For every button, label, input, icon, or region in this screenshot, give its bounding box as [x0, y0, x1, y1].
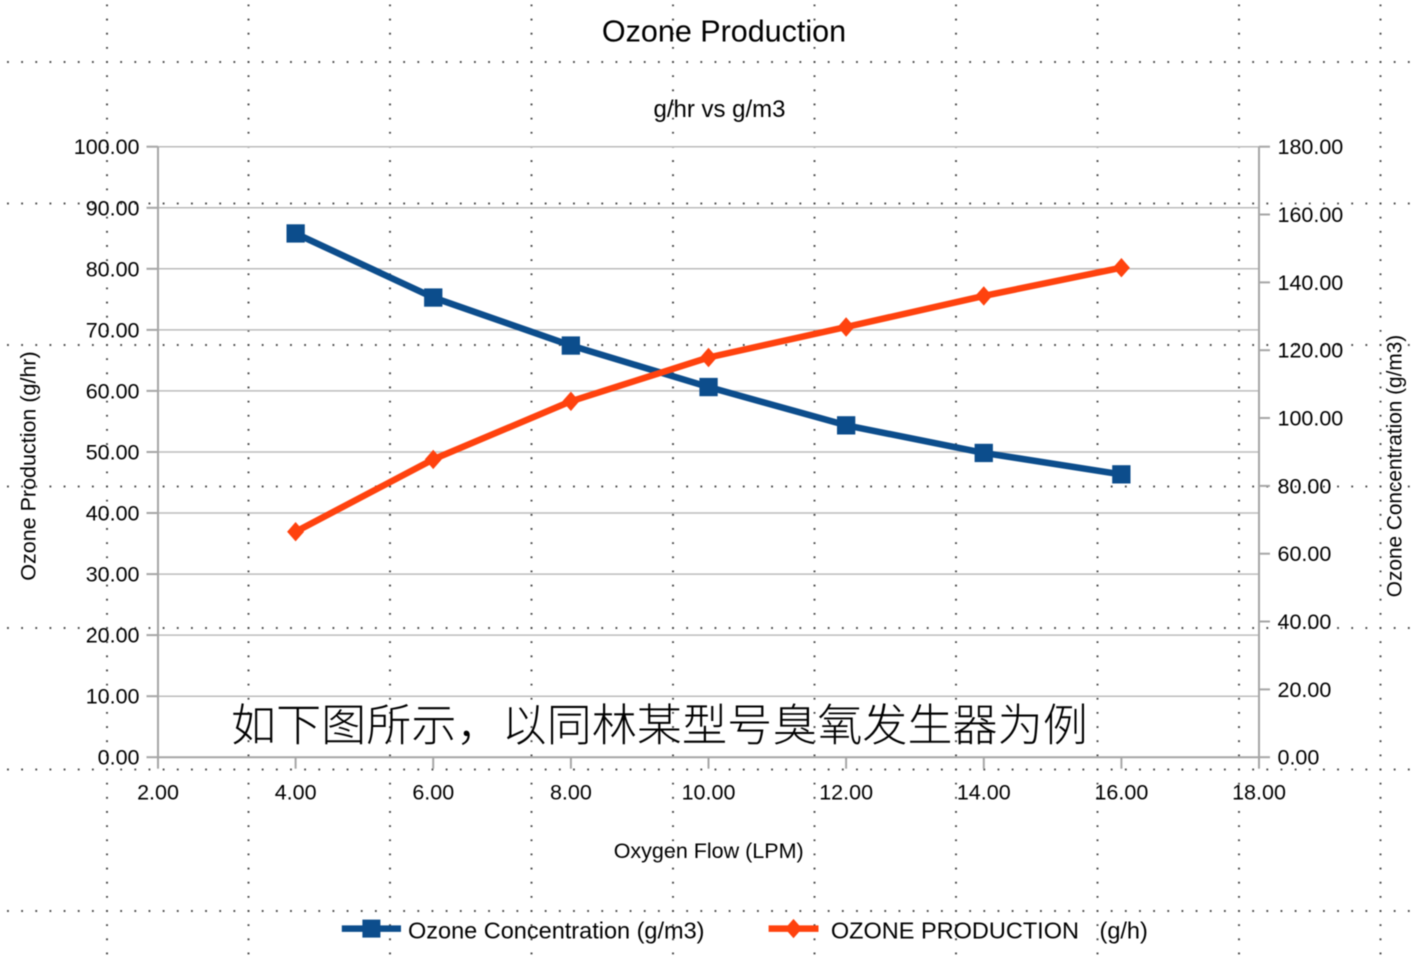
svg-text:80.00: 80.00	[86, 257, 140, 281]
svg-text:10.00: 10.00	[682, 781, 736, 805]
svg-text:160.00: 160.00	[1278, 203, 1344, 227]
svg-text:40.00: 40.00	[86, 502, 140, 526]
svg-text:90.00: 90.00	[86, 196, 140, 220]
svg-text:Ozone Concentration (g/m3): Ozone Concentration (g/m3)	[408, 917, 705, 943]
svg-text:18.00: 18.00	[1232, 781, 1286, 805]
svg-text:140.00: 140.00	[1278, 271, 1344, 295]
svg-text:6.00: 6.00	[412, 781, 454, 805]
svg-text:0.00: 0.00	[1278, 746, 1320, 770]
svg-text:4.00: 4.00	[275, 781, 317, 805]
svg-text:8.00: 8.00	[550, 781, 592, 805]
svg-text:20.00: 20.00	[86, 624, 140, 648]
svg-text:30.00: 30.00	[86, 563, 140, 587]
svg-text:70.00: 70.00	[86, 318, 140, 342]
svg-text:(g/h): (g/h)	[1100, 917, 1148, 943]
svg-text:12.00: 12.00	[819, 781, 873, 805]
svg-text:Ozone Production (g/hr): Ozone Production (g/hr)	[17, 351, 41, 580]
svg-text:14.00: 14.00	[957, 781, 1011, 805]
svg-text:60.00: 60.00	[1278, 542, 1332, 566]
svg-text:Oxygen Flow (LPM): Oxygen Flow (LPM)	[614, 839, 804, 863]
svg-text:0.00: 0.00	[98, 746, 140, 770]
svg-text:16.00: 16.00	[1094, 781, 1148, 805]
svg-text:2.00: 2.00	[137, 781, 179, 805]
svg-text:80.00: 80.00	[1278, 474, 1332, 498]
svg-text:Ozone Concentration (g/m3): Ozone Concentration (g/m3)	[1384, 335, 1407, 597]
svg-text:Ozone Production: Ozone Production	[602, 15, 846, 49]
svg-text:20.00: 20.00	[1278, 678, 1332, 702]
svg-text:g/hr vs g/m3: g/hr vs g/m3	[653, 96, 785, 123]
svg-text:40.00: 40.00	[1278, 610, 1332, 634]
svg-text:10.00: 10.00	[86, 685, 140, 709]
svg-text:100.00: 100.00	[74, 135, 140, 159]
svg-text:OZONE PRODUCTION: OZONE PRODUCTION	[831, 917, 1079, 943]
svg-text:100.00: 100.00	[1278, 407, 1344, 431]
svg-text:50.00: 50.00	[86, 440, 140, 464]
svg-text:180.00: 180.00	[1278, 135, 1344, 159]
svg-text:120.00: 120.00	[1278, 339, 1344, 363]
svg-text:60.00: 60.00	[86, 379, 140, 403]
